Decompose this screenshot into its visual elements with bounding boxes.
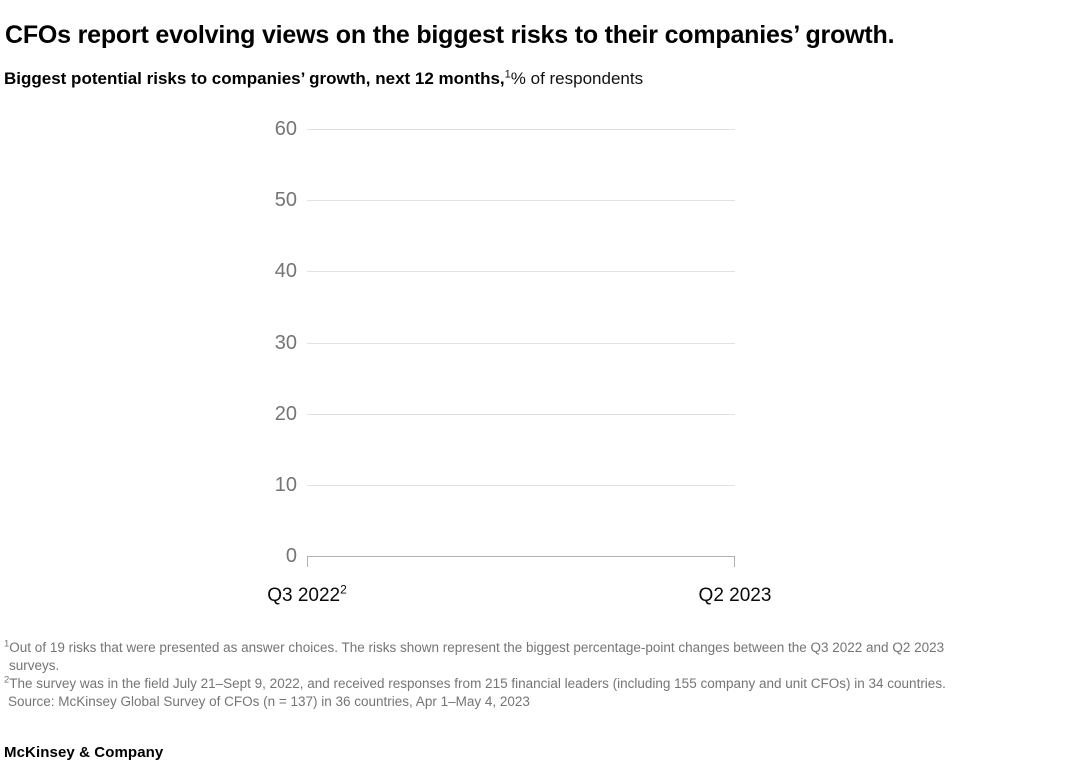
y-tick-label-20: 20	[274, 402, 297, 425]
footnote-1-text: Out of 19 risks that were presented as a…	[9, 640, 945, 673]
y-tick-label-60: 60	[274, 118, 297, 140]
x-axis-label-q3-2022: Q3 20222	[267, 582, 347, 607]
source-line: Source: McKinsey Global Survey of CFOs (…	[4, 693, 1076, 711]
axis-end-tick-right	[734, 556, 735, 567]
footnote-1: 1Out of 19 risks that were presented as …	[4, 639, 1076, 675]
y-tick-label-50: 50	[274, 189, 297, 212]
x-axis-label-q2-2023: Q2 2023	[699, 585, 772, 607]
y-tick-label-30: 30	[274, 331, 297, 354]
gridline-60	[307, 129, 735, 130]
x-axis-label-q3-2022-text: Q3 2022	[267, 585, 341, 606]
y-tick-label-0: 0	[285, 545, 297, 567]
footnote-2: 2The survey was in the field July 21–Sep…	[4, 675, 1076, 693]
y-tick-label-10: 10	[274, 473, 297, 496]
footnote-2-text: The survey was in the field July 21–Sept…	[9, 676, 946, 691]
gridline-10	[307, 484, 735, 486]
chart-subtitle-bold: Biggest potential risks to companies’ gr…	[4, 69, 505, 88]
gridline-20	[307, 413, 735, 415]
gridline-40	[307, 271, 735, 273]
footnote-2-marker: 2	[4, 674, 10, 686]
axis-end-tick-left	[307, 556, 308, 567]
y-tick-label-40: 40	[274, 260, 297, 283]
footnote-1-marker: 1	[4, 638, 10, 650]
x-axis-label-footnote-marker: 2	[340, 582, 347, 597]
footnotes: 1Out of 19 risks that were presented as …	[4, 639, 1076, 711]
x-axis-line	[307, 556, 735, 557]
gridline-50	[307, 200, 735, 202]
page-title: CFOs report evolving views on the bigges…	[5, 20, 895, 49]
gridline-30	[307, 342, 735, 344]
chart-subtitle-units: % of respondents	[510, 69, 644, 88]
mckinsey-wordmark: McKinsey & Company	[4, 744, 164, 761]
chart-subtitle: Biggest potential risks to companies’ gr…	[4, 69, 1064, 89]
subtitle-footnote-marker: 1	[504, 68, 511, 81]
source-text: Source: McKinsey Global Survey of CFOs (…	[8, 694, 530, 709]
x-axis-label-q2-2023-text: Q2 2023	[698, 585, 772, 606]
